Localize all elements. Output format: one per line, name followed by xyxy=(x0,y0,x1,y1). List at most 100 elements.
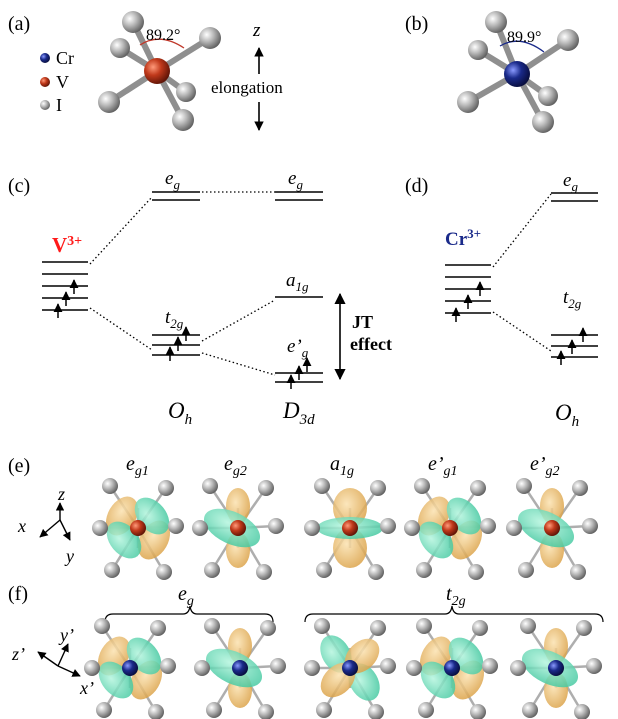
orbital-isosurface xyxy=(92,478,184,580)
metal-atom xyxy=(232,660,248,676)
metal-atom xyxy=(130,520,146,536)
iodine-atom xyxy=(304,660,320,676)
panel-label-c: (c) xyxy=(8,175,30,197)
electron-arrows xyxy=(170,327,186,361)
iodine-atom xyxy=(258,480,274,496)
correlation-lines xyxy=(90,192,275,375)
iodine-atom xyxy=(268,518,284,534)
iodine-atom xyxy=(98,91,120,113)
legend-label-v: V xyxy=(56,72,69,92)
iodine-atom xyxy=(122,11,144,33)
iodine-atom xyxy=(506,520,522,536)
orbital-isosurface xyxy=(406,618,498,719)
iodine-atom xyxy=(532,111,554,133)
iodine-atom xyxy=(270,658,286,674)
metal-atom xyxy=(444,660,460,676)
orbital-row-e xyxy=(92,478,598,580)
iodine-atom xyxy=(304,520,320,536)
bond-angle-label-b: 89.9° xyxy=(507,29,541,46)
iodine-atom xyxy=(158,480,174,496)
iodine-atom xyxy=(586,658,602,674)
iodine-atom xyxy=(574,704,590,719)
iodine-atom xyxy=(256,564,272,580)
orbital-isosurface xyxy=(304,478,396,580)
octahedron-vi6: 89.2° xyxy=(98,11,221,131)
orbital-isosurface xyxy=(510,618,602,719)
ion-charge: 3+ xyxy=(467,226,481,241)
legend: Cr V I xyxy=(40,48,74,115)
iodine-atom xyxy=(522,702,538,718)
correlation-lines xyxy=(493,194,551,351)
metal-atom xyxy=(122,660,138,676)
electron-arrows xyxy=(456,282,480,322)
orbital-label-eg1: eg1 xyxy=(126,453,149,479)
panel-label-a: (a) xyxy=(8,13,30,35)
iodine-atom xyxy=(148,704,164,719)
level-label-eg: eg xyxy=(165,168,180,192)
iodine-atom xyxy=(192,520,208,536)
iodine-atom xyxy=(370,620,386,636)
symmetry-label-oh-c: Oh xyxy=(168,398,192,428)
metal-atom xyxy=(548,660,564,676)
level-label-a1g: a1g xyxy=(286,270,309,294)
legend-label-i: I xyxy=(56,95,62,115)
legend-label-cr: Cr xyxy=(56,48,74,68)
panel-label-d: (d) xyxy=(405,175,428,197)
orbital-row-f xyxy=(84,618,602,719)
iodine-atom xyxy=(518,562,534,578)
legend-item-cr: Cr xyxy=(40,48,74,68)
orbital-label-eprime-g2: e’g2 xyxy=(530,453,560,479)
chromium-atom xyxy=(504,61,530,87)
iodine-atom xyxy=(204,618,220,634)
group-brace-eg xyxy=(105,606,273,622)
iodine-atom xyxy=(485,11,507,33)
ion-symbol: V xyxy=(52,233,67,257)
iodine-atom xyxy=(538,86,558,106)
oh-levels-d xyxy=(551,193,598,357)
iodine-atom xyxy=(404,520,420,536)
metal-atom xyxy=(544,520,560,536)
iodine-atom xyxy=(204,562,220,578)
iodine-atom xyxy=(156,564,172,580)
level-label-eg-cr: eg xyxy=(563,170,578,194)
level-label-t2g: t2g xyxy=(165,307,184,331)
iodine-atom xyxy=(468,564,484,580)
iodine-atom xyxy=(570,564,586,580)
orbital-label-eprime-g1: e’g1 xyxy=(428,453,458,479)
axis-label-x: x xyxy=(17,516,26,536)
iodine-atom xyxy=(84,660,100,676)
iodine-atom xyxy=(102,478,118,494)
metal-atom xyxy=(442,520,458,536)
iodine-atom xyxy=(482,658,498,674)
metal-atom xyxy=(230,520,246,536)
orbital-isosurface xyxy=(506,478,598,580)
axis-label-y-prime: y’ xyxy=(58,625,74,645)
iodine-atom xyxy=(258,704,274,719)
orbital-label-a1g: a1g xyxy=(330,453,354,479)
iodine-atom xyxy=(176,82,196,102)
iodine-atom xyxy=(470,704,486,719)
iodine-atom xyxy=(314,618,330,634)
iodine-atom xyxy=(470,480,486,496)
orbital-isosurface xyxy=(304,618,396,719)
iodine-atom xyxy=(314,478,330,494)
symmetry-label-oh-d: Oh xyxy=(555,400,579,430)
level-label-eg-d3d: eg xyxy=(288,168,303,192)
iodine-atom xyxy=(468,40,488,60)
iodine-atom xyxy=(194,660,210,676)
legend-item-i: I xyxy=(40,95,62,115)
iodine-atom xyxy=(380,518,396,534)
iodine-atom xyxy=(510,660,526,676)
iodine-atom xyxy=(520,618,536,634)
group-label-eg: eg xyxy=(178,583,194,609)
axis-label-z-prime: z’ xyxy=(11,644,25,664)
bond-angle-label-a: 89.2° xyxy=(146,27,180,44)
elongation-label: elongation xyxy=(211,78,283,97)
iodine-atom xyxy=(576,620,592,636)
axis-triad-e xyxy=(40,503,70,540)
orbital-isosurface xyxy=(194,618,286,719)
metal-atom xyxy=(342,520,358,536)
iodine-atom xyxy=(416,618,432,634)
iodine-atom xyxy=(480,518,496,534)
iodine-atom xyxy=(572,480,588,496)
